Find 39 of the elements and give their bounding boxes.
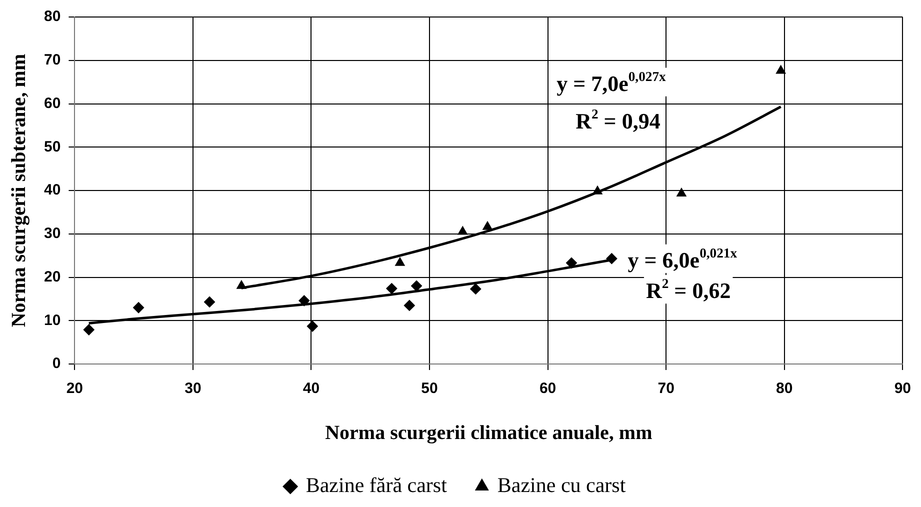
point — [306, 320, 318, 332]
point — [204, 296, 216, 308]
x-tick-label: 20 — [66, 380, 84, 398]
y-tick-label: 40 — [44, 182, 61, 199]
point — [592, 186, 602, 194]
x-tick-label: 50 — [421, 380, 438, 398]
x-tick-label: 90 — [894, 380, 911, 398]
point — [395, 257, 405, 266]
y-tick-label: 70 — [44, 52, 61, 69]
y-tick-label: 10 — [44, 312, 61, 329]
y-tick-label: 0 — [52, 355, 61, 372]
y-tick-label: 30 — [44, 225, 61, 242]
x-tick-label: 40 — [302, 380, 320, 398]
point — [386, 283, 398, 294]
y-axis-title: Norma scurgerii subterane, mm — [8, 54, 30, 328]
point — [606, 253, 618, 264]
x-tick-label: 60 — [539, 380, 556, 398]
point — [566, 257, 577, 268]
point — [404, 300, 415, 311]
point — [458, 226, 468, 235]
point — [83, 324, 94, 336]
legend-label: Bazine fără carst — [306, 473, 448, 498]
y-tick-label: 80 — [44, 8, 61, 26]
x-tick-label: 30 — [184, 380, 202, 398]
point — [236, 280, 246, 289]
y-tick-label: 60 — [44, 94, 61, 112]
point — [411, 280, 422, 292]
legend-label: Bazine cu carst — [497, 473, 626, 498]
y-tick-label: 20 — [44, 268, 61, 286]
point — [298, 295, 310, 306]
point — [133, 302, 144, 314]
point — [470, 283, 482, 294]
point — [482, 221, 492, 230]
point — [776, 65, 786, 74]
y-tick-label: 50 — [44, 138, 61, 156]
point — [676, 188, 686, 197]
x-tick-label: 70 — [658, 380, 674, 398]
x-tick-label: 80 — [776, 380, 793, 398]
x-axis-title: Norma scurgerii climatice anuale, mm — [325, 422, 653, 444]
